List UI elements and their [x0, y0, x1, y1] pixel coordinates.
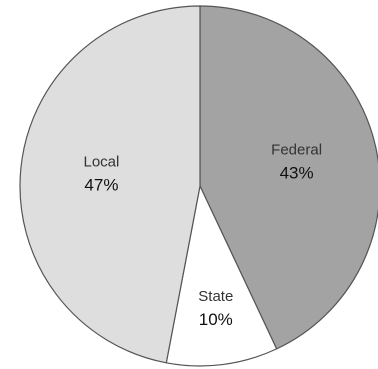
pie-slice-local — [19, 5, 201, 364]
slice-value-local: 47% — [84, 176, 118, 195]
pie-slices — [19, 5, 378, 367]
slice-value-federal: 43% — [280, 163, 314, 182]
slice-label-local: Local — [84, 154, 120, 171]
slice-label-federal: Federal — [271, 141, 322, 158]
pie-labels: Federal 43% State 10% Local 47% — [84, 141, 323, 329]
slice-label-state: State — [198, 288, 233, 305]
pie-slice-federal — [199, 5, 378, 350]
slice-value-state: 10% — [199, 310, 233, 329]
pie-slice-state — [165, 184, 278, 367]
